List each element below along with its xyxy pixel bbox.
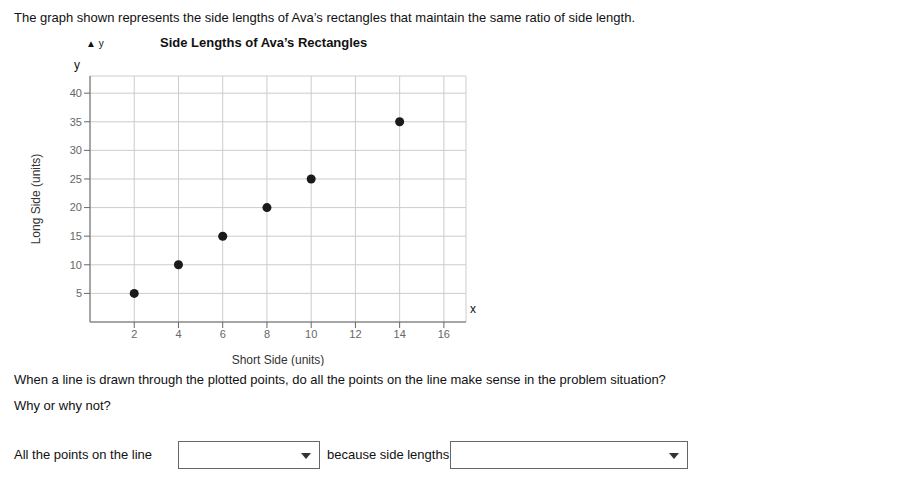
html-text:▲ y: ▲ y xyxy=(86,38,104,49)
svg-text:8: 8 xyxy=(264,328,270,340)
svg-text:30: 30 xyxy=(70,144,82,156)
html-text:y: y xyxy=(74,58,80,72)
html-text:All the points on the line: All the points on the line xyxy=(14,447,152,462)
svg-text:2: 2 xyxy=(131,328,137,340)
svg-text:15: 15 xyxy=(70,230,82,242)
svg-text:20: 20 xyxy=(70,201,82,213)
svg-text:35: 35 xyxy=(70,116,82,128)
svg-text:16: 16 xyxy=(438,328,450,340)
svg-text:6: 6 xyxy=(220,328,226,340)
svg-text:Short Side (units): Short Side (units) xyxy=(232,353,325,366)
svg-text:10: 10 xyxy=(70,259,82,271)
html-text:The graph shown represents the: The graph shown represents the side leng… xyxy=(14,10,635,25)
html-text:x: x xyxy=(470,302,476,316)
svg-text:10: 10 xyxy=(305,328,317,340)
html-text:When a line is drawn through t: When a line is drawn through the plotted… xyxy=(14,372,666,387)
svg-text:14: 14 xyxy=(394,328,406,340)
html-text:Side Lengths of Ava’s Rectangl: Side Lengths of Ava’s Rectangles xyxy=(160,35,368,50)
html-text:because side lengths: because side lengths xyxy=(327,447,450,462)
svg-text:4: 4 xyxy=(175,328,181,340)
svg-text:25: 25 xyxy=(70,173,82,185)
html-text:Why or why not?: Why or why not? xyxy=(14,398,111,413)
svg-text:Long Side (units): Long Side (units) xyxy=(29,154,43,245)
svg-text:12: 12 xyxy=(349,328,361,340)
svg-text:40: 40 xyxy=(70,87,82,99)
svg-text:5: 5 xyxy=(76,287,82,299)
